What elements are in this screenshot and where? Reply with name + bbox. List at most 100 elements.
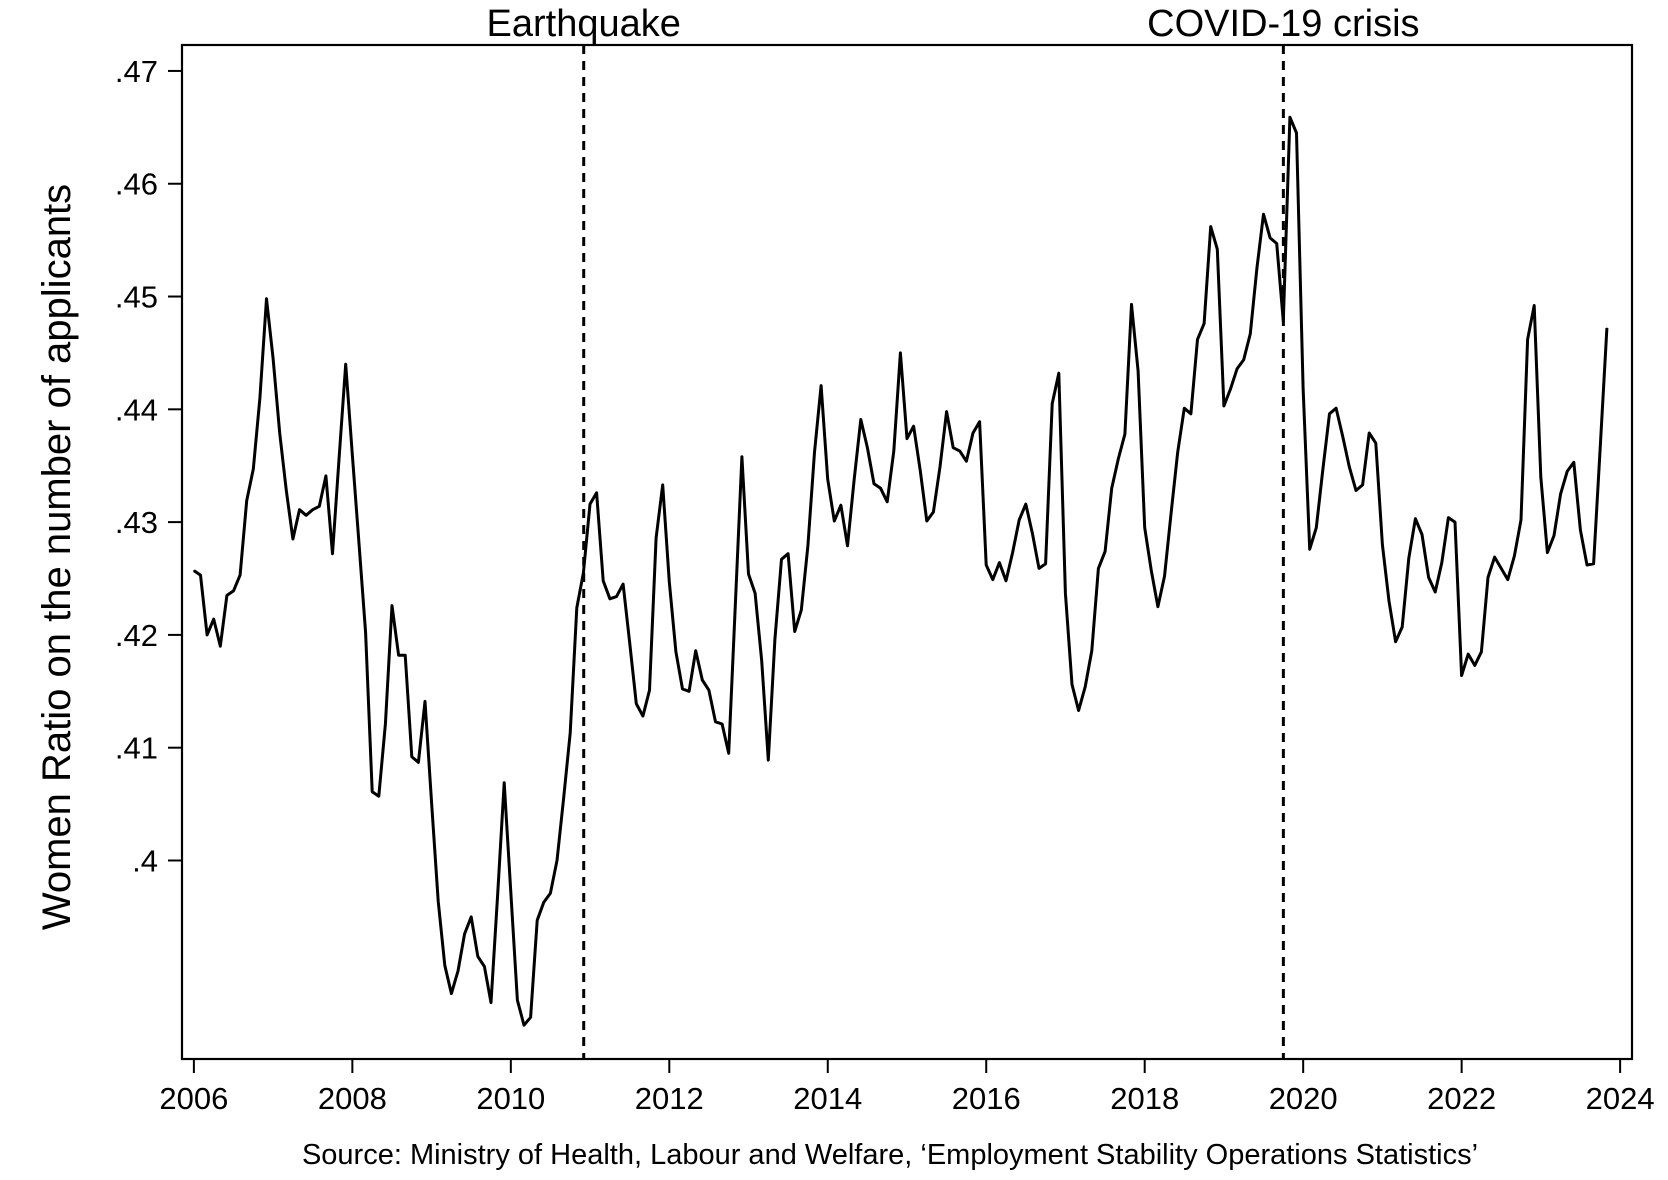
data-point: [1031, 532, 1033, 535]
data-point: [886, 501, 888, 503]
data-point: [1533, 304, 1535, 307]
data-point: [1282, 320, 1284, 322]
data-point: [622, 583, 624, 585]
data-point: [371, 791, 373, 793]
data-point: [675, 651, 677, 653]
data-point: [1203, 323, 1205, 325]
data-point: [833, 520, 835, 522]
x-tick-label: 2010: [476, 1081, 545, 1116]
y-tick-label: .43: [115, 505, 158, 540]
data-point: [1051, 403, 1053, 405]
data-point: [714, 721, 717, 723]
data-point: [398, 654, 400, 656]
data-point: [629, 642, 631, 644]
data-point: [860, 418, 862, 421]
data-point: [510, 891, 512, 893]
data-point: [1401, 626, 1403, 628]
y-tick-label: .46: [115, 167, 158, 202]
data-point: [1454, 521, 1456, 523]
data-point: [787, 553, 789, 555]
data-point: [840, 504, 842, 506]
data-point: [1084, 686, 1086, 688]
data-point: [747, 573, 750, 575]
data-point: [648, 689, 651, 691]
data-point: [919, 469, 921, 471]
data-point: [1375, 442, 1377, 444]
data-point: [576, 607, 578, 609]
data-point: [939, 466, 941, 468]
data-point: [635, 703, 637, 705]
data-point: [384, 723, 386, 725]
data-point: [1579, 529, 1581, 531]
data-point: [265, 298, 268, 300]
data-point: [1540, 476, 1542, 478]
data-point: [754, 592, 756, 594]
data-point: [681, 688, 684, 690]
data-point: [972, 432, 974, 434]
data-point: [417, 761, 419, 764]
data-point: [1553, 535, 1555, 537]
data-point: [932, 511, 935, 513]
data-point: [1071, 683, 1073, 686]
data-point: [734, 605, 736, 607]
data-point: [543, 901, 545, 903]
data-point: [246, 500, 248, 502]
y-tick-label: .47: [115, 54, 158, 89]
data-point: [655, 537, 657, 539]
data-point: [1144, 527, 1146, 529]
y-tick-label: .45: [115, 280, 158, 315]
data-point: [279, 432, 281, 434]
data-point: [1190, 413, 1192, 415]
data-point: [1507, 579, 1509, 581]
x-tick-label: 2020: [1269, 1081, 1338, 1116]
data-point: [1593, 563, 1595, 565]
data-point: [1058, 372, 1060, 374]
data-point: [609, 598, 611, 600]
data-point: [708, 689, 710, 691]
data-point: [615, 596, 618, 598]
y-tick-label: .4: [132, 843, 158, 878]
data-point: [582, 572, 585, 574]
data-point: [213, 618, 215, 620]
data-point: [866, 447, 869, 449]
data-point: [1566, 470, 1568, 472]
data-point: [424, 700, 426, 703]
data-point: [1355, 489, 1357, 492]
data-point: [827, 478, 829, 480]
data-point: [959, 450, 961, 452]
data-point: [602, 580, 604, 582]
plot-area: [180, 43, 1634, 1061]
data-point: [193, 570, 195, 572]
data-point: [1414, 518, 1416, 520]
data-point: [1262, 213, 1265, 215]
data-point: [477, 955, 479, 958]
data-point: [536, 919, 538, 921]
data-point: [1527, 338, 1529, 340]
data-point: [800, 609, 802, 611]
data-point: [1573, 461, 1575, 463]
data-point: [305, 514, 307, 516]
data-point: [232, 590, 235, 592]
data-point: [998, 562, 1001, 564]
data-point: [272, 358, 274, 360]
data-point: [761, 660, 763, 662]
data-point: [199, 574, 202, 576]
data-point: [985, 564, 987, 566]
data-point: [483, 965, 485, 968]
data-point: [1315, 527, 1317, 529]
data-point: [1474, 664, 1476, 667]
data-point: [774, 638, 776, 641]
data-point: [1170, 512, 1172, 514]
data-point: [1500, 567, 1502, 570]
data-point: [206, 634, 208, 636]
data-point: [880, 487, 882, 489]
data-point: [1196, 338, 1199, 340]
data-point: [457, 970, 459, 972]
data-point: [642, 715, 644, 717]
y-axis: .4 .41 .42 .43 .44 .45 .46 .47: [115, 54, 182, 878]
data-point: [404, 654, 406, 656]
data-point: [1216, 248, 1218, 250]
data-point: [338, 457, 340, 459]
data-point: [946, 411, 948, 413]
